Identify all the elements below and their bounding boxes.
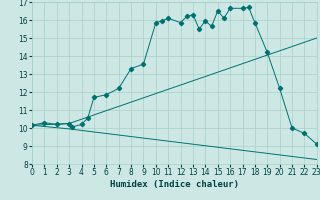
X-axis label: Humidex (Indice chaleur): Humidex (Indice chaleur) bbox=[110, 180, 239, 189]
